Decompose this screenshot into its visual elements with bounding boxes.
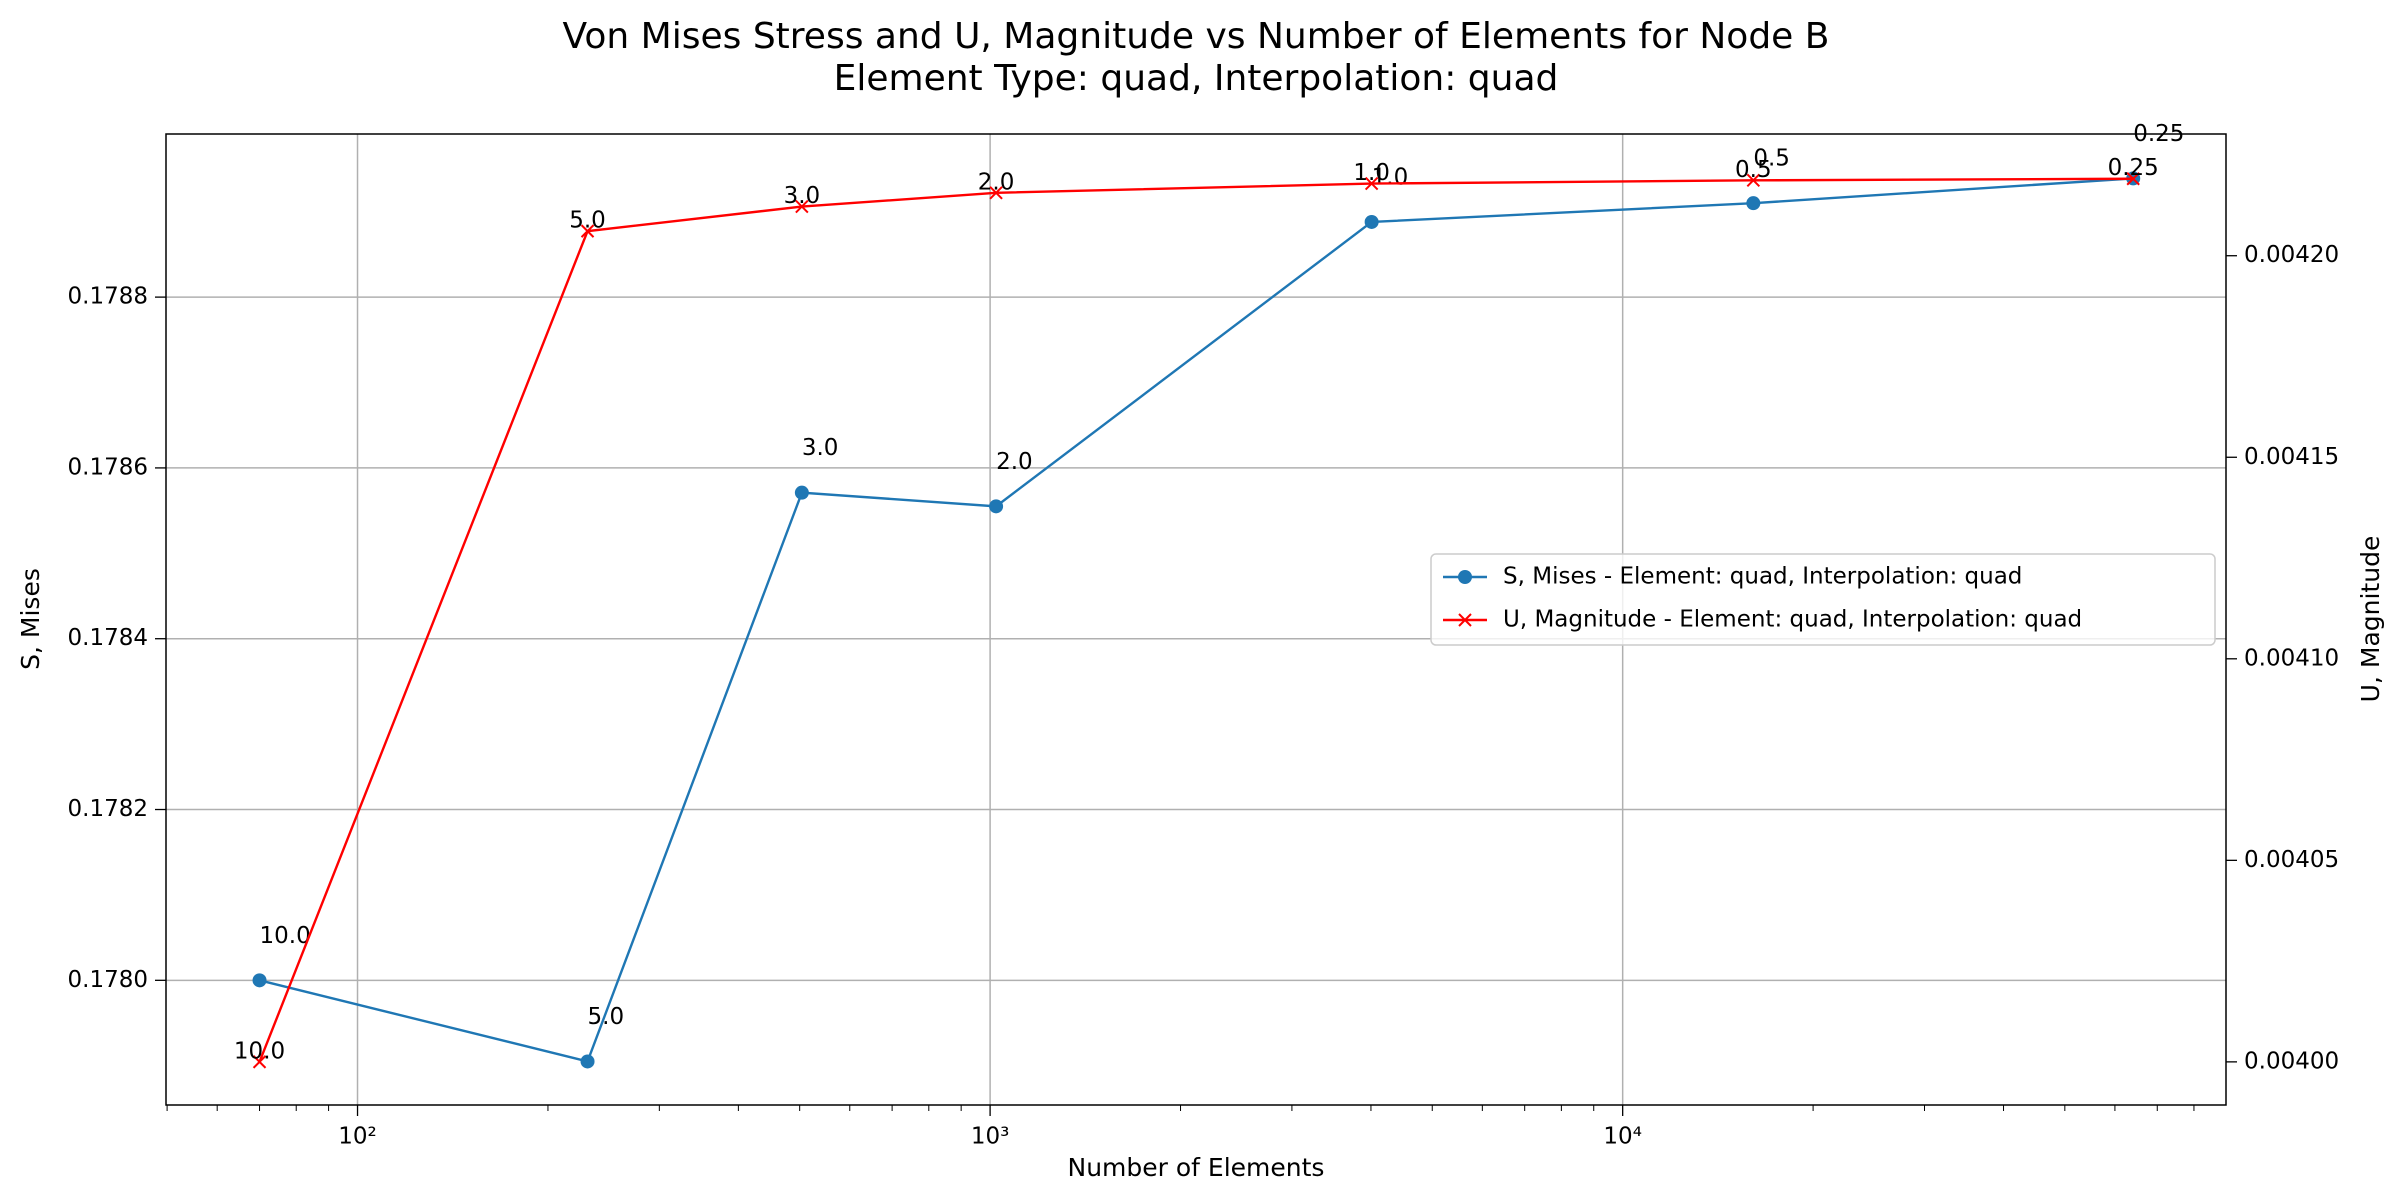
point-label: 3.0	[802, 435, 839, 461]
legend-marker	[1458, 613, 1472, 627]
x-tick-label: 10⁴	[1603, 1124, 1642, 1150]
y2-tick-label: 0.00405	[2244, 847, 2339, 873]
point-label: 0.25	[2108, 155, 2159, 181]
y-tick-label: 0.1782	[68, 796, 148, 822]
point-label: 2.0	[996, 449, 1033, 475]
point-label: 0.5	[1735, 157, 1772, 183]
legend-label: U, Magnitude - Element: quad, Interpolat…	[1503, 607, 2082, 633]
point	[252, 1055, 267, 1069]
y-axis-label: S, Mises	[16, 568, 45, 670]
point	[2126, 172, 2140, 186]
point-label: 10.0	[260, 923, 311, 949]
point	[794, 485, 809, 500]
point	[989, 186, 1003, 200]
chart-title: Von Mises Stress and U, Magnitude vs Num…	[563, 16, 1830, 57]
y2-tick-label: 0.00410	[2244, 645, 2339, 671]
y2-tick-label: 0.00420	[2244, 242, 2339, 268]
point	[580, 1054, 595, 1069]
y2-tick-label: 0.00400	[2244, 1048, 2339, 1074]
point-label: 2.0	[978, 169, 1015, 195]
point-label: 3.0	[784, 183, 821, 209]
point	[989, 499, 1004, 514]
chart-subtitle: Element Type: quad, Interpolation: quad	[834, 58, 1559, 99]
x-axis-label: Number of Elements	[1068, 1153, 1325, 1182]
point-label: 1.0	[1372, 164, 1409, 190]
y2-axis-label: U, Magnitude	[2356, 536, 2385, 703]
point	[1364, 214, 1379, 229]
point-label: 5.0	[569, 208, 606, 234]
plot-frame	[165, 133, 2227, 1106]
point-label: 0.5	[1753, 146, 1790, 172]
legend-label: S, Mises - Element: quad, Interpolation:…	[1503, 564, 2022, 590]
point	[1746, 173, 1761, 188]
x-tick-label: 10²	[338, 1124, 377, 1150]
point-label: 1.0	[1353, 160, 1390, 186]
x-tick-label: 10³	[971, 1124, 1010, 1150]
point	[580, 224, 595, 238]
point	[252, 973, 267, 988]
y-tick-label: 0.1784	[68, 625, 148, 651]
y-tick-label: 0.1786	[68, 454, 148, 480]
legend: S, Mises - Element: quad, Interpolation:…	[1430, 553, 2216, 646]
point	[1746, 196, 1761, 211]
point	[795, 199, 809, 214]
y-tick-label: 0.1788	[68, 284, 148, 310]
y-tick-label: 0.1780	[68, 967, 148, 993]
legend-box	[1430, 553, 2216, 646]
legend-marker	[1458, 570, 1472, 584]
point-label: 10.0	[234, 1038, 285, 1064]
point-label: 5.0	[588, 1004, 625, 1030]
point	[1364, 176, 1379, 191]
y2-tick-label: 0.00415	[2244, 444, 2339, 470]
